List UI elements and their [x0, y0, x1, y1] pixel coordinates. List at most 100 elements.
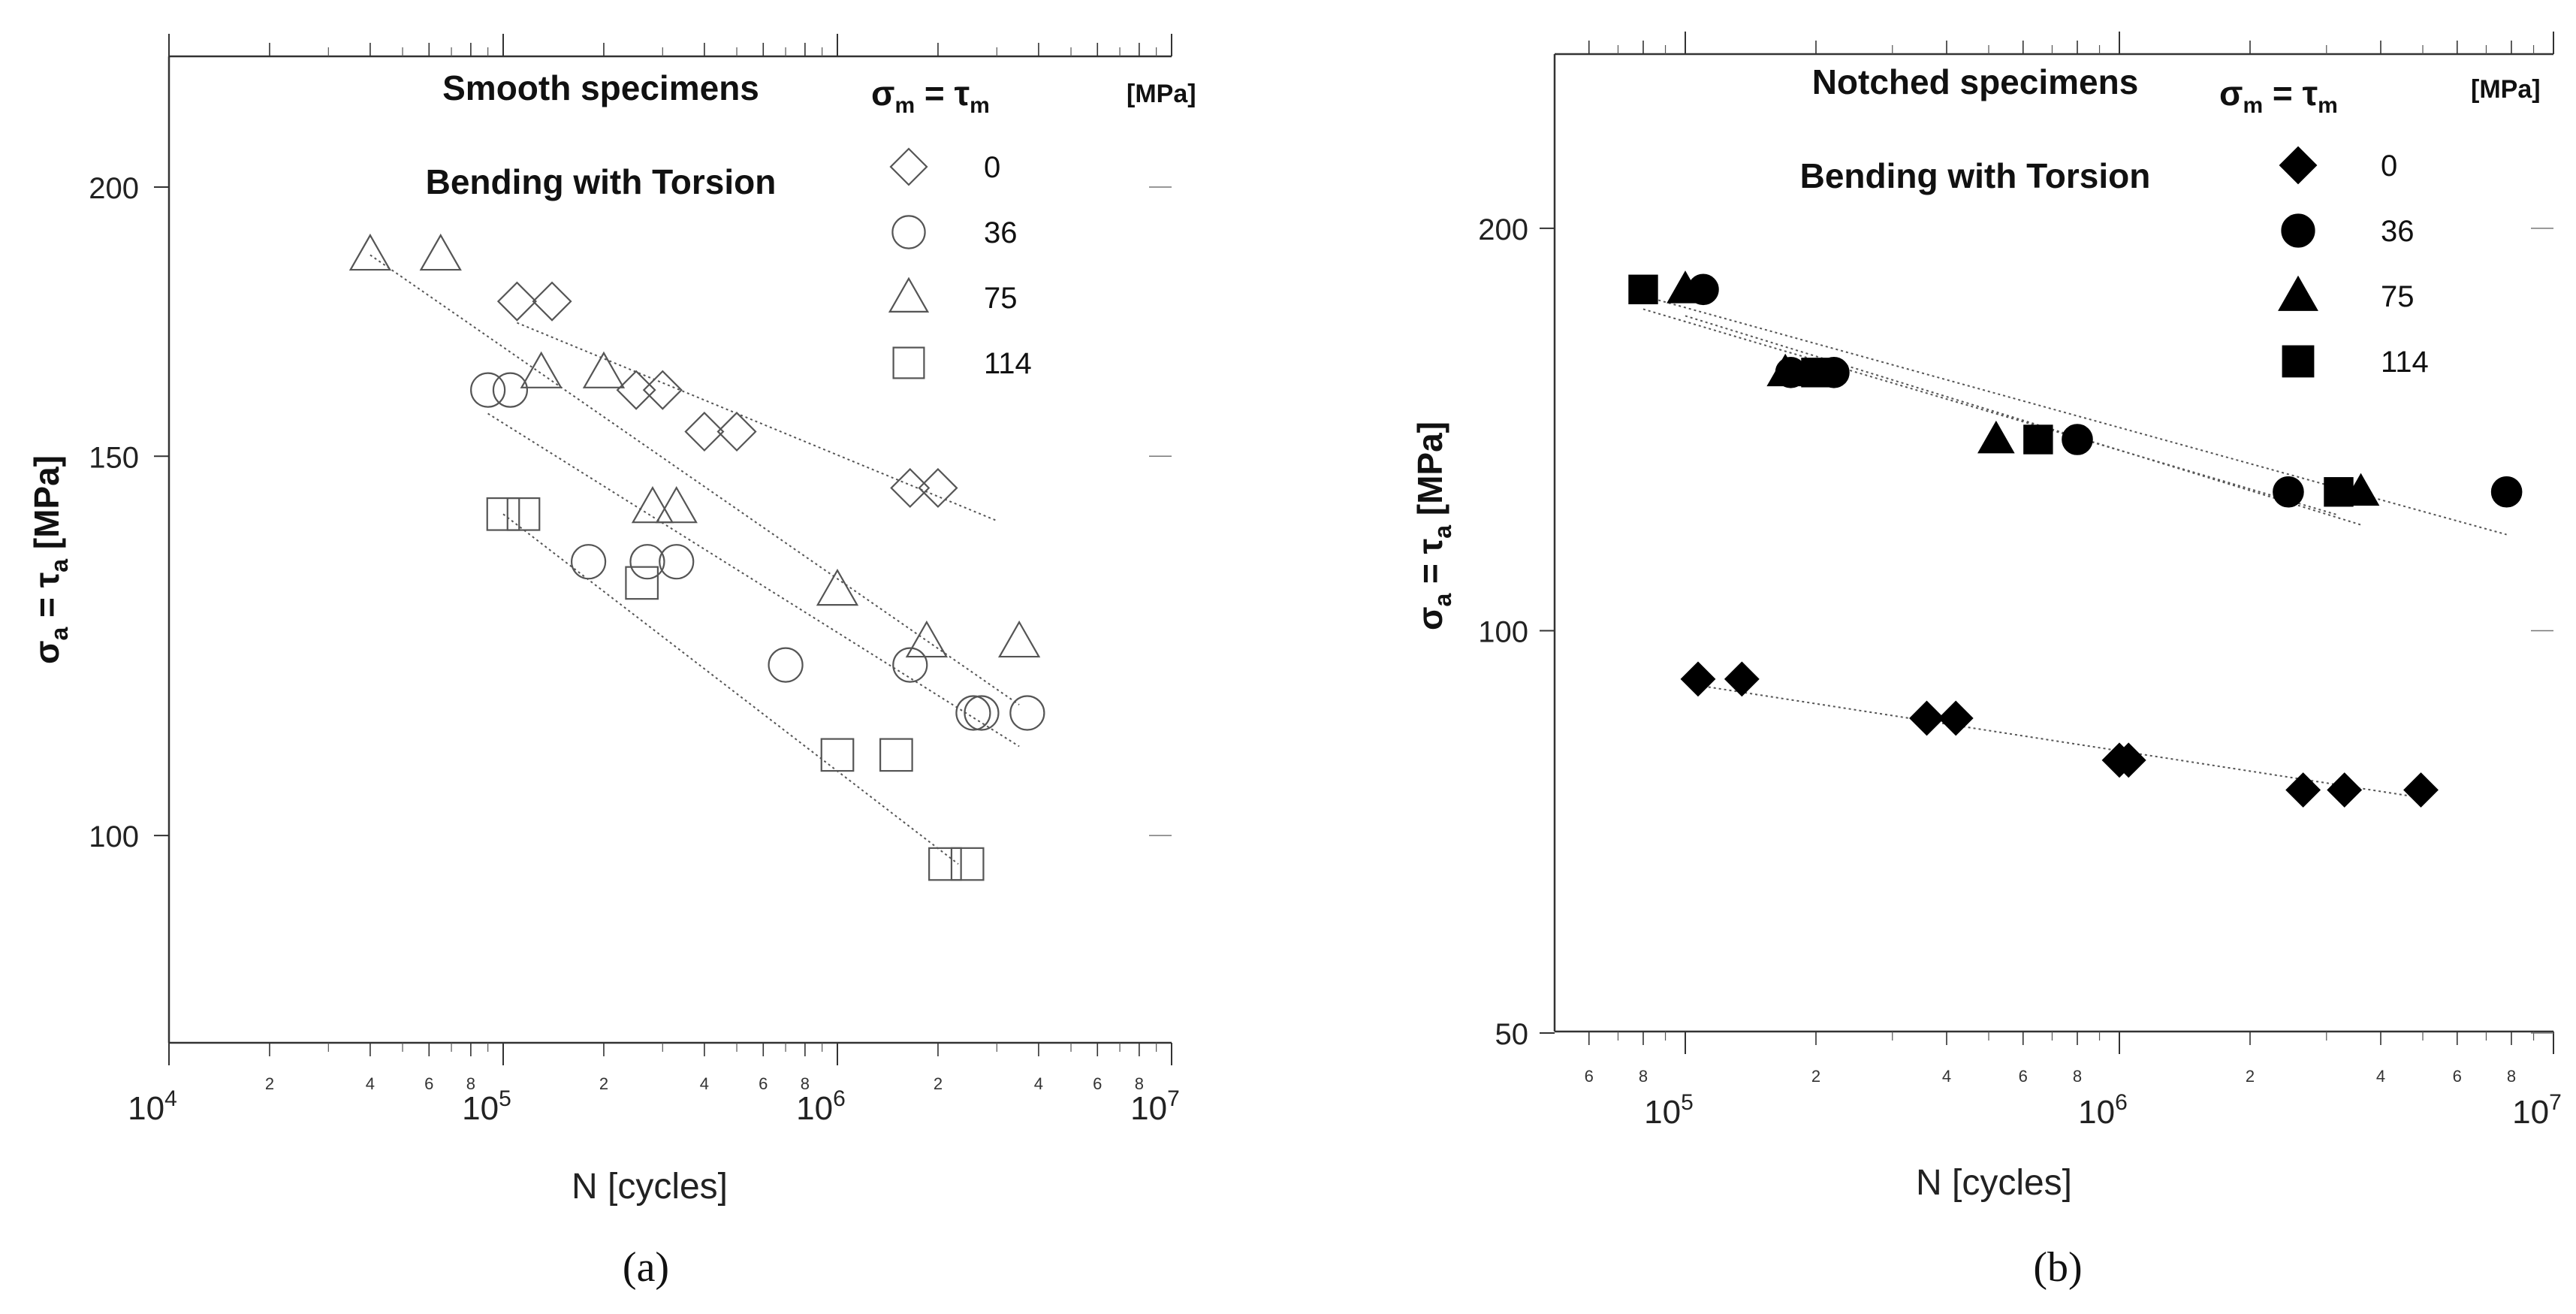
data-point-diamond	[1909, 700, 1944, 736]
x-tick-label: 105	[1644, 1090, 1694, 1131]
data-point-diamond	[496, 281, 537, 322]
data-point-square	[879, 738, 913, 772]
fit-line-75	[1685, 315, 2361, 526]
chart-subtitle: Bending with Torsion	[1800, 156, 2151, 195]
data-point-circle	[955, 695, 991, 731]
data-point-diamond	[1938, 700, 1974, 736]
fit-line-0	[517, 322, 997, 522]
legend-marker-triangle	[888, 276, 930, 313]
data-point-triangle	[631, 486, 674, 524]
data-point-diamond	[532, 281, 572, 322]
x-tick-exponent: 7	[2549, 1090, 2562, 1115]
legend-label: 75	[984, 282, 1018, 315]
data-point-circle	[629, 544, 665, 580]
panel-caption: (b)	[2033, 1244, 2082, 1291]
legend-label: 0	[984, 151, 1000, 184]
legend-unit: [MPa]	[1127, 80, 1196, 108]
text-part: σ	[2219, 74, 2243, 113]
x-tick-exponent: 5	[1681, 1090, 1694, 1115]
x-tick-base: 10	[462, 1090, 499, 1127]
text-part: [MPa]	[27, 455, 66, 559]
x-minor-tick-label: 6	[2453, 1067, 2462, 1086]
data-point-triangle	[520, 351, 563, 388]
x-tick-exponent: 4	[164, 1086, 177, 1111]
x-axis-label: N [cycles]	[572, 1167, 728, 1207]
text-part: m	[970, 93, 990, 118]
fit-line-114	[1642, 308, 2339, 516]
data-point-circle	[2273, 476, 2304, 508]
y-tick-label: 50	[1495, 1018, 1529, 1051]
legend-unit: [MPa]	[2471, 75, 2541, 104]
text-part: a	[1429, 525, 1456, 539]
x-minor-tick-label: 8	[466, 1074, 475, 1093]
x-minor-tick-label: 4	[366, 1074, 375, 1093]
data-point-circle	[492, 372, 529, 408]
text-part: = τ	[27, 572, 66, 627]
legend-label: 36	[984, 216, 1018, 249]
data-point-diamond	[2403, 772, 2439, 808]
chart-subtitle: Bending with Torsion	[426, 162, 777, 201]
data-point-diamond	[642, 370, 683, 410]
data-point-circle	[659, 544, 695, 580]
data-point-circle	[768, 647, 804, 683]
data-point-triangle	[1766, 353, 1805, 387]
x-tick-base: 10	[2512, 1094, 2549, 1131]
x-minor-tick-label: 4	[1034, 1074, 1043, 1093]
legend-marker-circle	[2281, 213, 2315, 248]
text-part: σ	[1410, 607, 1449, 630]
x-minor-tick-label: 6	[424, 1074, 433, 1093]
data-point-square	[1628, 274, 1658, 304]
x-minor-tick-label: 2	[1811, 1067, 1820, 1086]
data-point-square	[928, 847, 962, 881]
x-tick-base: 10	[128, 1090, 164, 1127]
x-tick-base: 10	[2078, 1094, 2115, 1131]
x-axis-label: N [cycles]	[1916, 1163, 2072, 1203]
fit-line-75	[370, 254, 1020, 705]
data-point-triangle	[655, 486, 698, 524]
text-part: a	[46, 627, 73, 641]
text-part: = τ	[1410, 539, 1449, 594]
y-tick-label: 100	[1478, 615, 1528, 648]
y-tick-label: 150	[89, 441, 139, 474]
x-minor-tick-label: 8	[2507, 1067, 2516, 1086]
legend-marker-triangle	[2278, 275, 2318, 311]
legend-label: 114	[984, 347, 1032, 380]
text-part: m	[2243, 93, 2263, 118]
x-tick-base: 10	[796, 1090, 833, 1127]
text-part: σ	[27, 641, 66, 664]
data-point-triangle	[348, 233, 392, 271]
data-point-square	[1801, 358, 1831, 388]
data-point-diamond	[1680, 661, 1716, 697]
text-part: a	[1429, 594, 1456, 607]
legend-label: 75	[2381, 280, 2415, 313]
x-minor-tick-label: 8	[1639, 1067, 1648, 1086]
fit-line-114	[502, 513, 959, 865]
x-tick-label: 107	[2512, 1090, 2562, 1131]
data-point-square	[2324, 477, 2354, 507]
legend-marker-diamond	[2279, 146, 2318, 185]
x-minor-tick-label: 2	[265, 1074, 274, 1093]
fit-line-36	[487, 412, 1020, 748]
data-point-diamond	[918, 467, 958, 509]
data-point-circle	[1009, 695, 1045, 731]
x-tick-base: 10	[1644, 1094, 1681, 1131]
data-point-square	[2023, 424, 2053, 455]
text-part: a	[46, 559, 73, 572]
x-minor-tick-label: 2	[934, 1074, 943, 1093]
data-point-diamond	[684, 411, 725, 452]
x-tick-label: 106	[2078, 1090, 2128, 1131]
legend-title: σm = τm	[871, 74, 990, 118]
data-point-diamond	[616, 370, 656, 410]
data-point-triangle	[816, 568, 859, 606]
text-part: = τ	[915, 74, 970, 113]
x-tick-label: 104	[128, 1086, 177, 1127]
data-point-triangle	[582, 351, 626, 388]
legend-label: 36	[2381, 215, 2415, 248]
data-point-circle	[470, 372, 506, 408]
data-point-circle	[892, 647, 928, 683]
x-tick-label: 105	[462, 1086, 511, 1127]
data-point-diamond	[716, 411, 757, 452]
